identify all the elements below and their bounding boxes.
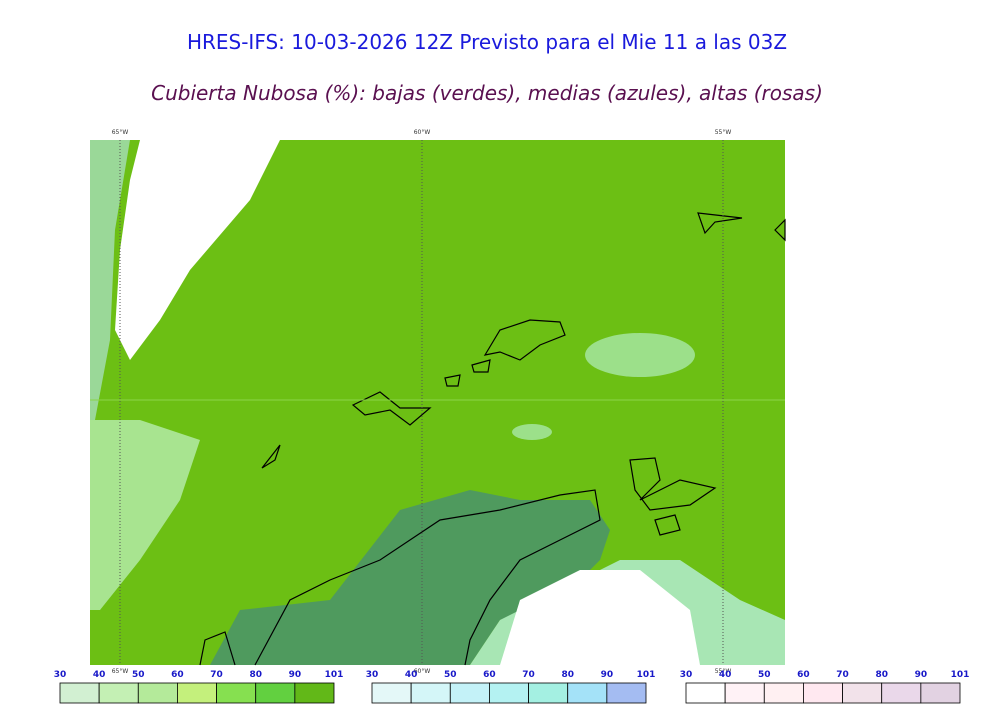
color-swatch	[724, 682, 765, 704]
legend-tick-label: 80	[875, 670, 888, 680]
legend-tick-label: 50	[758, 670, 771, 680]
color-swatch	[371, 682, 412, 704]
color-swatch	[685, 682, 726, 704]
legend-tick-label: 70	[522, 670, 535, 680]
color-swatch	[528, 682, 569, 704]
legend-tick-label: 80	[561, 670, 574, 680]
color-swatch	[59, 682, 100, 704]
map	[90, 140, 786, 666]
cloud-area	[585, 333, 695, 377]
color-swatch	[842, 682, 883, 704]
legend-tick-label: 40	[719, 670, 732, 680]
legend-tick-label: 101	[325, 670, 344, 680]
legend-tick-label: 40	[93, 670, 106, 680]
color-swatch	[449, 682, 490, 704]
longitude-label: 60°W	[414, 668, 431, 675]
cloud-area	[90, 420, 200, 610]
cloud-area	[210, 490, 610, 665]
color-swatch	[567, 682, 608, 704]
longitude-label: 55°W	[715, 668, 732, 675]
legend-tick-label: 90	[601, 670, 614, 680]
coastline	[199, 212, 786, 666]
color-swatch	[763, 682, 804, 704]
cloud-area	[90, 140, 130, 420]
legend-tick-label: 70	[836, 670, 849, 680]
clear-area	[500, 570, 700, 665]
color-swatch	[489, 682, 529, 704]
color-swatch	[137, 682, 178, 704]
legend-tick-label: 80	[249, 670, 262, 680]
color-swatch	[803, 682, 843, 704]
legend-tick-label: 90	[915, 670, 928, 680]
longitude-label: 65°W	[112, 668, 129, 675]
legend-tick-label: 90	[289, 670, 302, 680]
legend-tick-label: 30	[680, 670, 693, 680]
color-swatch	[606, 682, 647, 704]
title: HRES-IFS: 10-03-2026 12Z Previsto para e…	[187, 30, 787, 54]
legend-tick-label: 101	[951, 670, 970, 680]
longitude-label: 65°W	[112, 129, 129, 136]
color-swatch	[177, 682, 217, 704]
clear-area	[115, 140, 280, 360]
legend-tick-label: 30	[54, 670, 67, 680]
legend-tick-label: 50	[444, 670, 457, 680]
color-swatch	[920, 682, 961, 704]
legend-tick-label: 40	[405, 670, 418, 680]
subtitle: Cubierta Nubosa (%): bajas (verdes), med…	[151, 81, 823, 105]
legend-tick-label: 50	[132, 670, 145, 680]
legend-tick-label: 60	[171, 670, 184, 680]
legend-tick-label: 60	[483, 670, 496, 680]
graticule	[119, 140, 724, 665]
color-swatch	[294, 682, 335, 704]
longitude-label: 60°W	[414, 129, 431, 136]
legend-tick-label: 70	[210, 670, 223, 680]
legend-tick-label: 60	[797, 670, 810, 680]
cloud-area	[512, 424, 552, 440]
legend-tick-label: 30	[366, 670, 379, 680]
legend-tick-label: 101	[637, 670, 656, 680]
color-swatch	[881, 682, 922, 704]
longitude-label: 55°W	[715, 129, 732, 136]
color-swatch	[98, 682, 139, 704]
color-swatch	[410, 682, 451, 704]
color-swatch	[255, 682, 296, 704]
color-swatch	[216, 682, 257, 704]
